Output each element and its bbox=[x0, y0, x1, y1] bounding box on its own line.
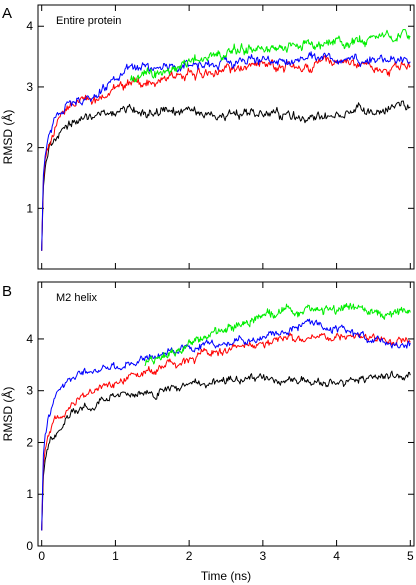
xtick-label: 2 bbox=[186, 549, 193, 563]
series-line bbox=[41, 100, 411, 251]
ytick-label: 2 bbox=[26, 141, 33, 155]
panel-b-frame bbox=[37, 281, 415, 547]
panel-b-series bbox=[41, 302, 411, 531]
panel-b-ticks: 0 1 2 3 4 0 1 2 3 4 5 bbox=[26, 282, 414, 563]
panel-b-ylabel: RMSD (Å) bbox=[0, 387, 15, 442]
panel-a-annotation: Entire protein bbox=[56, 15, 121, 27]
xtick-label: 3 bbox=[260, 549, 267, 563]
xtick-label: 5 bbox=[407, 549, 414, 563]
ytick-label: 1 bbox=[26, 201, 33, 215]
panel-b-letter: B bbox=[2, 283, 12, 300]
panel-b-xlabel: Time (ns) bbox=[201, 569, 251, 583]
series-line bbox=[129, 28, 411, 83]
ytick-label: 3 bbox=[26, 384, 33, 398]
panel-b-annotation: M2 helix bbox=[56, 292, 97, 304]
series-line bbox=[41, 370, 411, 531]
panel-b: B M2 helix RMSD (Å) Time (ns) 0 1 2 3 4 0 1 2 3 4… bbox=[0, 281, 415, 583]
xtick-label: 0 bbox=[38, 549, 45, 563]
panel-a-ylabel: RMSD (Å) bbox=[0, 110, 15, 165]
panel-a-frame bbox=[37, 4, 415, 270]
ytick-label: 4 bbox=[26, 332, 33, 346]
ytick-label: 1 bbox=[26, 487, 33, 501]
series-line bbox=[41, 318, 411, 531]
series-line bbox=[144, 302, 411, 367]
series-line bbox=[41, 51, 411, 251]
series-line bbox=[41, 332, 411, 531]
ytick-label: 4 bbox=[26, 19, 33, 33]
ytick-label: 2 bbox=[26, 435, 33, 449]
series-line bbox=[41, 55, 411, 251]
panel-a-ticks: 1 2 3 4 bbox=[26, 5, 414, 269]
xtick-label: 4 bbox=[333, 549, 340, 563]
ytick-label: 0 bbox=[26, 539, 33, 553]
panel-a-series bbox=[41, 28, 411, 251]
panel-a: A Entire protein RMSD (Å) 1 2 3 4 bbox=[0, 4, 415, 270]
ytick-label: 3 bbox=[26, 80, 33, 94]
panel-a-letter: A bbox=[2, 5, 12, 22]
xtick-label: 1 bbox=[112, 549, 119, 563]
